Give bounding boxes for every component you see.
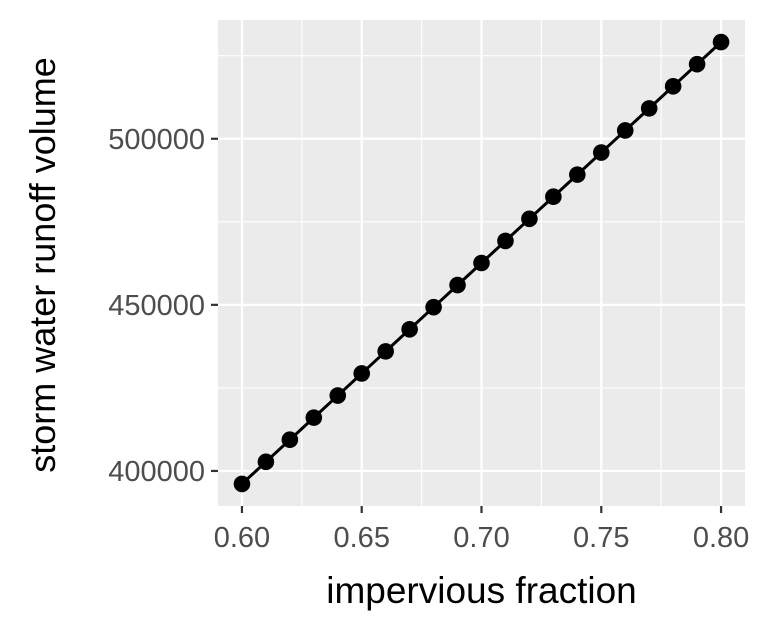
- x-tick-label-2: 0.70: [453, 522, 509, 554]
- data-point-17: [640, 100, 658, 117]
- y-axis: 400000 450000 500000: [108, 124, 218, 488]
- y-tick-label-2: 500000: [108, 124, 205, 156]
- data-point-0: [233, 475, 251, 493]
- data-point-3: [305, 409, 323, 426]
- data-point-2: [281, 431, 299, 449]
- data-point-13: [545, 188, 562, 206]
- data-point-4: [329, 387, 347, 404]
- x-tick-label-0: 0.60: [214, 522, 270, 554]
- x-tick-label-4: 0.80: [693, 522, 749, 554]
- y-tick-label-0: 400000: [108, 456, 205, 488]
- data-point-1: [257, 453, 275, 471]
- data-point-12: [521, 210, 538, 228]
- data-point-5: [353, 365, 371, 382]
- data-point-20: [712, 33, 730, 51]
- data-point-10: [473, 254, 490, 272]
- data-point-8: [425, 298, 442, 316]
- data-point-19: [688, 55, 706, 73]
- data-point-14: [569, 166, 586, 183]
- data-point-7: [401, 320, 418, 338]
- data-point-9: [449, 276, 466, 294]
- y-tick-label-1: 450000: [108, 290, 205, 322]
- data-point-18: [664, 77, 682, 95]
- x-axis-title: impervious fraction: [326, 570, 637, 611]
- series-layer: [233, 33, 730, 493]
- data-point-6: [377, 343, 394, 360]
- y-axis-title: storm water runoff volume: [22, 57, 63, 473]
- data-point-16: [616, 122, 634, 139]
- x-axis: 0.60 0.65 0.70 0.75 0.80: [214, 506, 749, 554]
- x-tick-label-3: 0.75: [573, 522, 629, 554]
- x-tick-label-1: 0.65: [334, 522, 390, 554]
- data-point-11: [497, 232, 514, 250]
- data-point-15: [592, 144, 610, 161]
